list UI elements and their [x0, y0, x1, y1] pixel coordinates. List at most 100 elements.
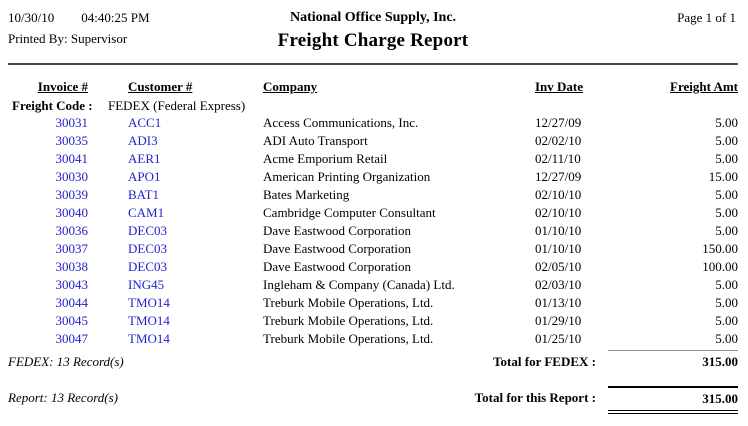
freight-amount: 5.00	[715, 277, 738, 292]
customer-number[interactable]: DEC03	[128, 241, 167, 256]
invoice-number[interactable]: 30045	[55, 313, 89, 328]
table-row: 30041 AER1 Acme Emporium Retail 02/11/10 5.0…	[8, 150, 739, 168]
invoice-date: 01/29/10	[535, 313, 582, 328]
invoice-date: 12/27/09	[535, 115, 582, 130]
spacer	[88, 132, 128, 150]
invoice-date: 01/10/10	[535, 241, 582, 256]
company-name: Dave Eastwood Corporation	[263, 241, 412, 256]
print-time: 04:40:25 PM	[81, 10, 150, 25]
company-name: Dave Eastwood Corporation	[263, 223, 412, 238]
table-row: 30045 TMO14 Treburk Mobile Operations, Ltd…	[8, 312, 739, 330]
report-total-label: Total for this Report :	[474, 390, 596, 405]
freight-code-label: Freight Code :	[12, 98, 93, 113]
invoice-date: 12/27/09	[535, 169, 582, 184]
table-row: 30044 TMO14 Treburk Mobile Operations, Ltd…	[8, 294, 739, 312]
customer-number[interactable]: APO1	[128, 169, 161, 184]
column-header-freightamt: Freight Amt	[670, 79, 738, 94]
spacer	[88, 330, 128, 348]
invoice-date: 01/10/10	[535, 223, 582, 238]
customer-number[interactable]: TMO14	[128, 295, 170, 310]
freight-code-group-row: Freight Code : FEDEX (Federal Express)	[8, 97, 738, 114]
table-row: 30031 ACC1 Access Communications, Inc. 12/2…	[8, 114, 739, 132]
freight-amount: 5.00	[715, 313, 738, 328]
freight-amount: 5.00	[715, 331, 738, 346]
invoice-date: 01/25/10	[535, 331, 582, 346]
table-row: 30047 TMO14 Treburk Mobile Operations, Ltd…	[8, 330, 739, 348]
spacer	[88, 294, 128, 312]
company-name: Cambridge Computer Consultant	[263, 205, 436, 220]
invoice-number[interactable]: 30040	[55, 205, 89, 220]
invoice-date: 02/10/10	[535, 187, 582, 202]
invoice-date: 01/13/10	[535, 295, 582, 310]
table-row: 30043 ING45 Ingleham & Company (Canada) Lt…	[8, 276, 739, 294]
freight-amount: 5.00	[715, 115, 738, 130]
customer-number[interactable]: TMO14	[128, 331, 170, 346]
company-name: American Printing Organization	[263, 169, 431, 184]
freight-amount: 5.00	[715, 133, 738, 148]
freight-amount: 5.00	[715, 205, 738, 220]
report-total: Total for this Report : 315.00	[475, 386, 738, 414]
company-name: Treburk Mobile Operations, Ltd.	[263, 331, 434, 346]
customer-number[interactable]: DEC03	[128, 259, 167, 274]
customer-number[interactable]: ING45	[128, 277, 165, 292]
company-name: Ingleham & Company (Canada) Ltd.	[263, 277, 455, 292]
spacer	[88, 114, 128, 132]
freight-amount: 5.00	[715, 151, 738, 166]
printed-by-label: Printed By: Supervisor	[8, 31, 128, 46]
spacer	[88, 150, 128, 168]
customer-number[interactable]: AER1	[128, 151, 161, 166]
report-header-line2: Printed By: Supervisor Freight Charge Re…	[8, 27, 738, 57]
page-indicator: Page 1 of 1	[677, 10, 736, 25]
invoice-number[interactable]: 30047	[55, 331, 89, 346]
customer-number[interactable]: BAT1	[128, 187, 160, 202]
customer-number[interactable]: CAM1	[128, 205, 165, 220]
customer-number[interactable]: DEC03	[128, 223, 167, 238]
spacer	[88, 240, 128, 258]
spacer	[88, 186, 128, 204]
table-row: 30030 APO1 American Printing Organization 1…	[8, 168, 739, 186]
customer-number[interactable]: TMO14	[128, 313, 170, 328]
group-record-count: FEDEX: 13 Record(s)	[8, 354, 124, 369]
freight-amount: 100.00	[702, 259, 738, 274]
invoice-number[interactable]: 30035	[55, 133, 89, 148]
company-name: Treburk Mobile Operations, Ltd.	[263, 295, 434, 310]
customer-number[interactable]: ACC1	[128, 115, 162, 130]
freight-amount: 5.00	[715, 223, 738, 238]
spacer	[88, 258, 128, 276]
group-total: Total for FEDEX : 315.00	[493, 350, 738, 370]
spacer	[88, 168, 128, 186]
table-row: 30037 DEC03 Dave Eastwood Corporation 01/10…	[8, 240, 739, 258]
company-name: Treburk Mobile Operations, Ltd.	[263, 313, 434, 328]
freight-amount: 5.00	[715, 187, 738, 202]
table-body: 30031 ACC1 Access Communications, Inc. 12/2…	[8, 114, 739, 348]
customer-number[interactable]: ADI3	[128, 133, 158, 148]
invoice-number[interactable]: 30044	[55, 295, 89, 310]
column-header-invoice: Invoice #	[37, 79, 88, 94]
group-total-label: Total for FEDEX :	[493, 354, 596, 369]
report-total-value: 315.00	[608, 386, 738, 414]
group-total-row: FEDEX: 13 Record(s) Total for FEDEX : 31…	[8, 350, 738, 370]
column-header-invdate: Inv Date	[535, 79, 584, 94]
invoice-date: 02/10/10	[535, 205, 582, 220]
invoice-number[interactable]: 30038	[55, 259, 89, 274]
spacer	[88, 222, 128, 240]
invoice-date: 02/02/10	[535, 133, 582, 148]
invoice-number[interactable]: 30037	[55, 241, 89, 256]
group-total-value: 315.00	[608, 350, 738, 370]
company-name: National Office Supply, Inc.	[289, 10, 457, 25]
invoice-number[interactable]: 30041	[55, 151, 89, 166]
spacer	[88, 204, 128, 222]
invoice-date: 02/11/10	[535, 151, 581, 166]
invoice-number[interactable]: 30030	[55, 169, 89, 184]
invoice-number[interactable]: 30031	[55, 115, 89, 130]
company-name: ADI Auto Transport	[263, 133, 368, 148]
company-name: Dave Eastwood Corporation	[263, 259, 412, 274]
table-row: 30038 DEC03 Dave Eastwood Corporation 02/05…	[8, 258, 739, 276]
spacer	[88, 78, 128, 96]
company-name: Access Communications, Inc.	[263, 115, 419, 130]
invoice-number[interactable]: 30043	[55, 277, 89, 292]
table-row: 30036 DEC03 Dave Eastwood Corporation 01/10…	[8, 222, 739, 240]
invoice-number[interactable]: 30039	[55, 187, 89, 202]
invoice-number[interactable]: 30036	[55, 223, 89, 238]
